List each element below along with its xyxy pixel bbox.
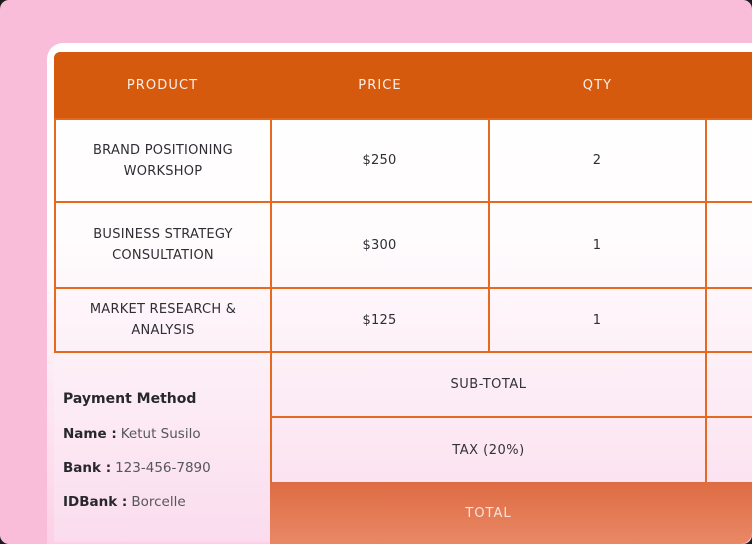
row2-price-cell: $300 [362, 237, 397, 253]
grid-line-left [54, 118, 56, 353]
row2-product-line2: CONSULTATION [112, 248, 214, 263]
payment-bank-label: Bank : [63, 460, 112, 476]
grid-line-col2 [488, 118, 490, 353]
payment-idbank-label: IDBank : [63, 494, 128, 510]
column-header-price: PRICE [358, 77, 402, 93]
row2-qty-cell: 1 [592, 237, 602, 253]
grid-line-header-bottom [54, 118, 752, 120]
grid-line-row1-bottom [54, 201, 752, 203]
row2-product-line1: BUSINESS STRATEGY [93, 227, 233, 242]
grid-line-col3 [705, 118, 707, 482]
row1-product-line2: WORKSHOP [123, 163, 203, 179]
row1-product-line1: BRAND POSITIONING [93, 142, 233, 158]
payment-bank-value: 123-456-7890 [115, 460, 211, 476]
payment-idbank-row: IDBank : Borcelle [63, 491, 186, 513]
column-header-product: PRODUCT [126, 77, 199, 93]
row3-product-cell: MARKET RESEARCH & ANALYSIS [57, 289, 269, 351]
payment-bank-row: Bank :123-456-7890 [63, 457, 211, 479]
payment-name-label: Name : [63, 426, 117, 442]
payment-name-value: Ketut Susilo [120, 426, 201, 442]
grid-line-col1 [270, 118, 272, 482]
row1-product-cell: BRAND POSITIONING WORKSHOP [57, 120, 269, 201]
grid-line-row2-bottom [54, 287, 752, 289]
invoice-card [54, 50, 752, 542]
row3-qty-cell: 1 [592, 312, 602, 328]
tax-label: TAX (20%) [452, 442, 525, 458]
payment-name-row: Name : Ketut Susilo [63, 423, 201, 445]
row1-price-cell: $250 [362, 153, 397, 168]
invoice-card-frame [47, 43, 752, 544]
grid-line-row3-bottom [54, 351, 752, 353]
row2-product-cell: BUSINESS STRATEGY CONSULTATION [57, 203, 269, 287]
total-row: TOTAL [270, 482, 752, 544]
row1-qty-cell: 2 [592, 153, 602, 168]
row3-price-cell: $125 [362, 312, 397, 328]
total-label: TOTAL [465, 505, 512, 521]
payment-method-title: Payment Method [63, 391, 197, 407]
subtotal-label: SUB-TOTAL [450, 377, 527, 392]
row3-product-line1: MARKET RESEARCH & ANALYSIS [89, 302, 237, 338]
column-header-qty: QTY [582, 77, 613, 93]
table-header-bar [54, 52, 752, 118]
payment-idbank-value: Borcelle [131, 494, 186, 510]
grid-line-subtotal-bottom [270, 416, 752, 418]
